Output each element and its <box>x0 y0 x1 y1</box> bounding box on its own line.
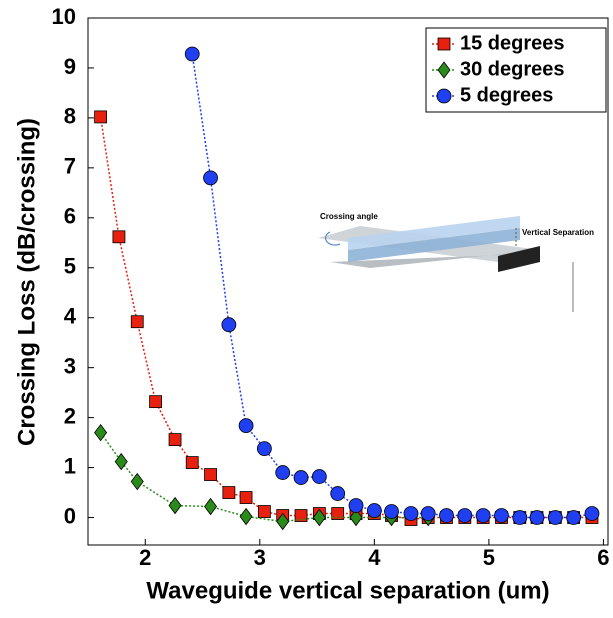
x-tick-label: 2 <box>139 545 151 570</box>
marker <box>366 503 382 518</box>
marker <box>312 508 326 527</box>
marker <box>529 510 545 525</box>
marker <box>293 470 309 485</box>
marker <box>349 508 363 527</box>
y-tick-label: 7 <box>64 154 76 179</box>
marker <box>184 46 200 62</box>
y-tick-label: 0 <box>64 503 76 528</box>
marker <box>203 170 218 186</box>
y-tick-label: 4 <box>64 304 77 329</box>
marker <box>566 510 582 525</box>
marker <box>547 510 563 525</box>
marker <box>239 507 253 526</box>
marker <box>168 496 182 515</box>
legend-label: 30 degrees <box>460 58 565 80</box>
marker <box>436 88 452 104</box>
marker <box>185 456 199 469</box>
marker <box>403 506 419 521</box>
marker <box>238 418 254 434</box>
marker <box>114 452 128 471</box>
series-line <box>191 53 593 519</box>
y-tick-label: 3 <box>64 353 76 378</box>
x-tick-label: 3 <box>254 545 266 570</box>
x-axis-label: Waveguide vertical separation (um) <box>146 577 549 604</box>
marker <box>475 508 491 523</box>
y-tick-label: 9 <box>64 54 76 79</box>
series-line <box>99 116 592 521</box>
marker <box>149 395 162 409</box>
marker <box>457 508 473 523</box>
x-tick-label: 4 <box>368 545 381 570</box>
marker <box>221 317 237 333</box>
marker <box>239 491 253 504</box>
marker <box>420 506 436 521</box>
legend-label: 15 degrees <box>460 32 565 54</box>
marker <box>94 110 107 124</box>
y-tick-label: 6 <box>64 204 76 229</box>
marker <box>494 508 509 523</box>
x-tick-label: 6 <box>597 545 609 570</box>
x-tick-label: 5 <box>483 545 495 570</box>
legend-box <box>425 27 607 113</box>
marker <box>168 433 182 447</box>
marker <box>222 486 236 499</box>
marker <box>275 465 291 480</box>
y-tick-label: 2 <box>64 403 76 428</box>
marker <box>512 510 528 525</box>
annotation: Crossing angle <box>320 212 378 221</box>
marker <box>584 506 600 521</box>
marker <box>437 61 451 79</box>
marker <box>204 468 217 481</box>
y-tick-label: 5 <box>64 254 76 279</box>
marker <box>439 508 454 523</box>
marker <box>331 507 345 520</box>
legend-label: 5 degrees <box>460 84 553 106</box>
series-line <box>99 432 429 523</box>
marker <box>130 315 144 329</box>
marker <box>257 505 271 518</box>
marker <box>276 512 290 531</box>
plot-frame <box>87 17 609 546</box>
marker <box>330 486 346 501</box>
annotation: Vertical Separation <box>522 228 594 237</box>
y-tick-label: 8 <box>64 104 76 129</box>
marker <box>130 472 144 491</box>
marker <box>311 469 327 484</box>
marker <box>112 230 126 244</box>
marker <box>348 498 364 513</box>
marker <box>256 441 272 456</box>
y-tick-label: 10 <box>52 4 76 29</box>
marker <box>384 504 399 519</box>
inset-diagram <box>318 216 574 312</box>
y-tick-label: 1 <box>64 453 76 478</box>
plot-area <box>94 46 600 531</box>
marker <box>94 423 108 442</box>
marker <box>204 497 218 516</box>
marker <box>437 37 451 51</box>
y-axis-label: Crossing Loss (dB/crossing) <box>13 118 40 446</box>
